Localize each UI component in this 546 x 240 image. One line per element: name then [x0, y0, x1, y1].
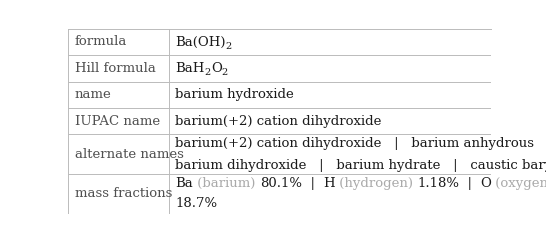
Text: 2: 2	[226, 42, 232, 51]
Text: |: |	[459, 177, 480, 190]
Text: mass fractions: mass fractions	[75, 187, 172, 200]
Text: 2: 2	[222, 68, 228, 77]
Text: Ba(OH): Ba(OH)	[175, 36, 226, 48]
Text: barium(+2) cation dihydroxide   |   barium anhydrous   |: barium(+2) cation dihydroxide | barium a…	[175, 137, 546, 150]
Text: Ba: Ba	[175, 177, 193, 190]
Text: 1.18%: 1.18%	[417, 177, 459, 190]
Text: O: O	[480, 177, 491, 190]
Text: 18.7%: 18.7%	[175, 197, 217, 210]
Text: alternate names: alternate names	[75, 148, 183, 161]
Text: (barium): (barium)	[193, 177, 260, 190]
Text: Hill formula: Hill formula	[75, 62, 156, 75]
Text: 2: 2	[205, 68, 211, 77]
Text: barium hydroxide: barium hydroxide	[175, 88, 294, 101]
Text: 80.1%: 80.1%	[260, 177, 302, 190]
Text: name: name	[75, 88, 111, 101]
Text: |: |	[302, 177, 323, 190]
Text: barium(+2) cation dihydroxide: barium(+2) cation dihydroxide	[175, 115, 382, 128]
Text: (oxygen): (oxygen)	[491, 177, 546, 190]
Text: O: O	[211, 62, 222, 75]
Text: (hydrogen): (hydrogen)	[335, 177, 417, 190]
Text: H: H	[323, 177, 335, 190]
Text: formula: formula	[75, 36, 127, 48]
Text: IUPAC name: IUPAC name	[75, 115, 159, 128]
Text: BaH: BaH	[175, 62, 205, 75]
Text: barium dihydroxide   |   barium hydrate   |   caustic baryta: barium dihydroxide | barium hydrate | ca…	[175, 159, 546, 172]
